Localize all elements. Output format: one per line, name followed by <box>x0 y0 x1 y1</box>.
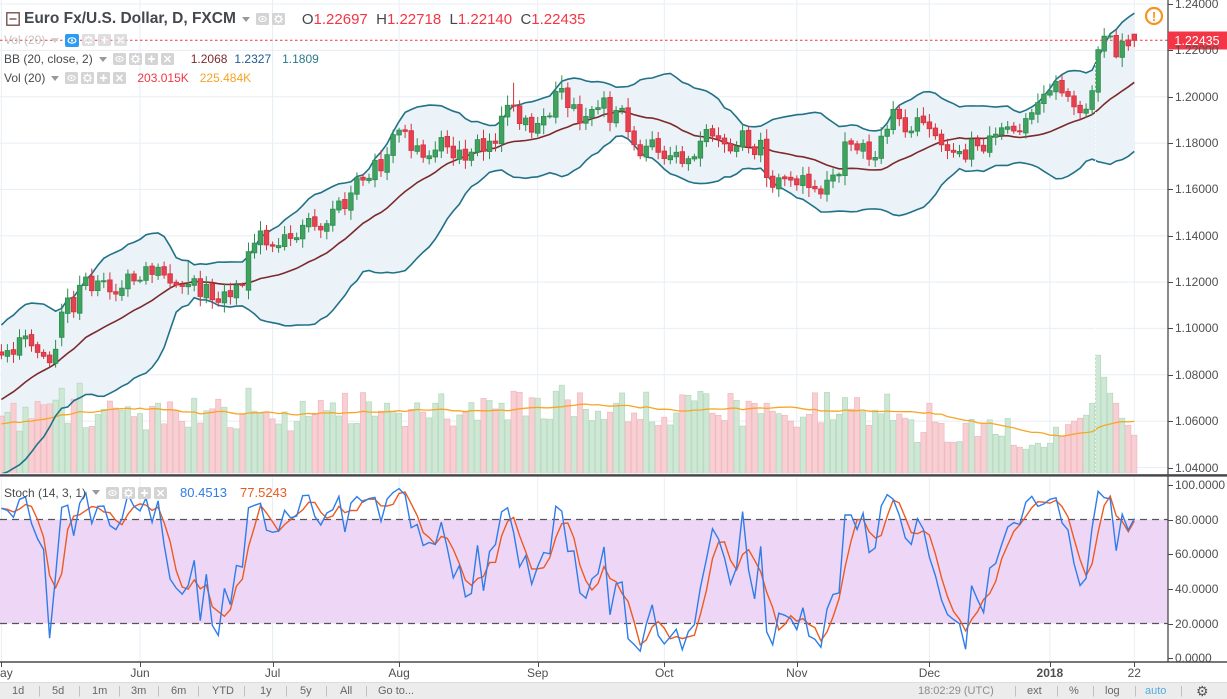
svg-text:1.22435: 1.22435 <box>1174 34 1219 48</box>
svg-text:!: ! <box>1152 9 1156 24</box>
